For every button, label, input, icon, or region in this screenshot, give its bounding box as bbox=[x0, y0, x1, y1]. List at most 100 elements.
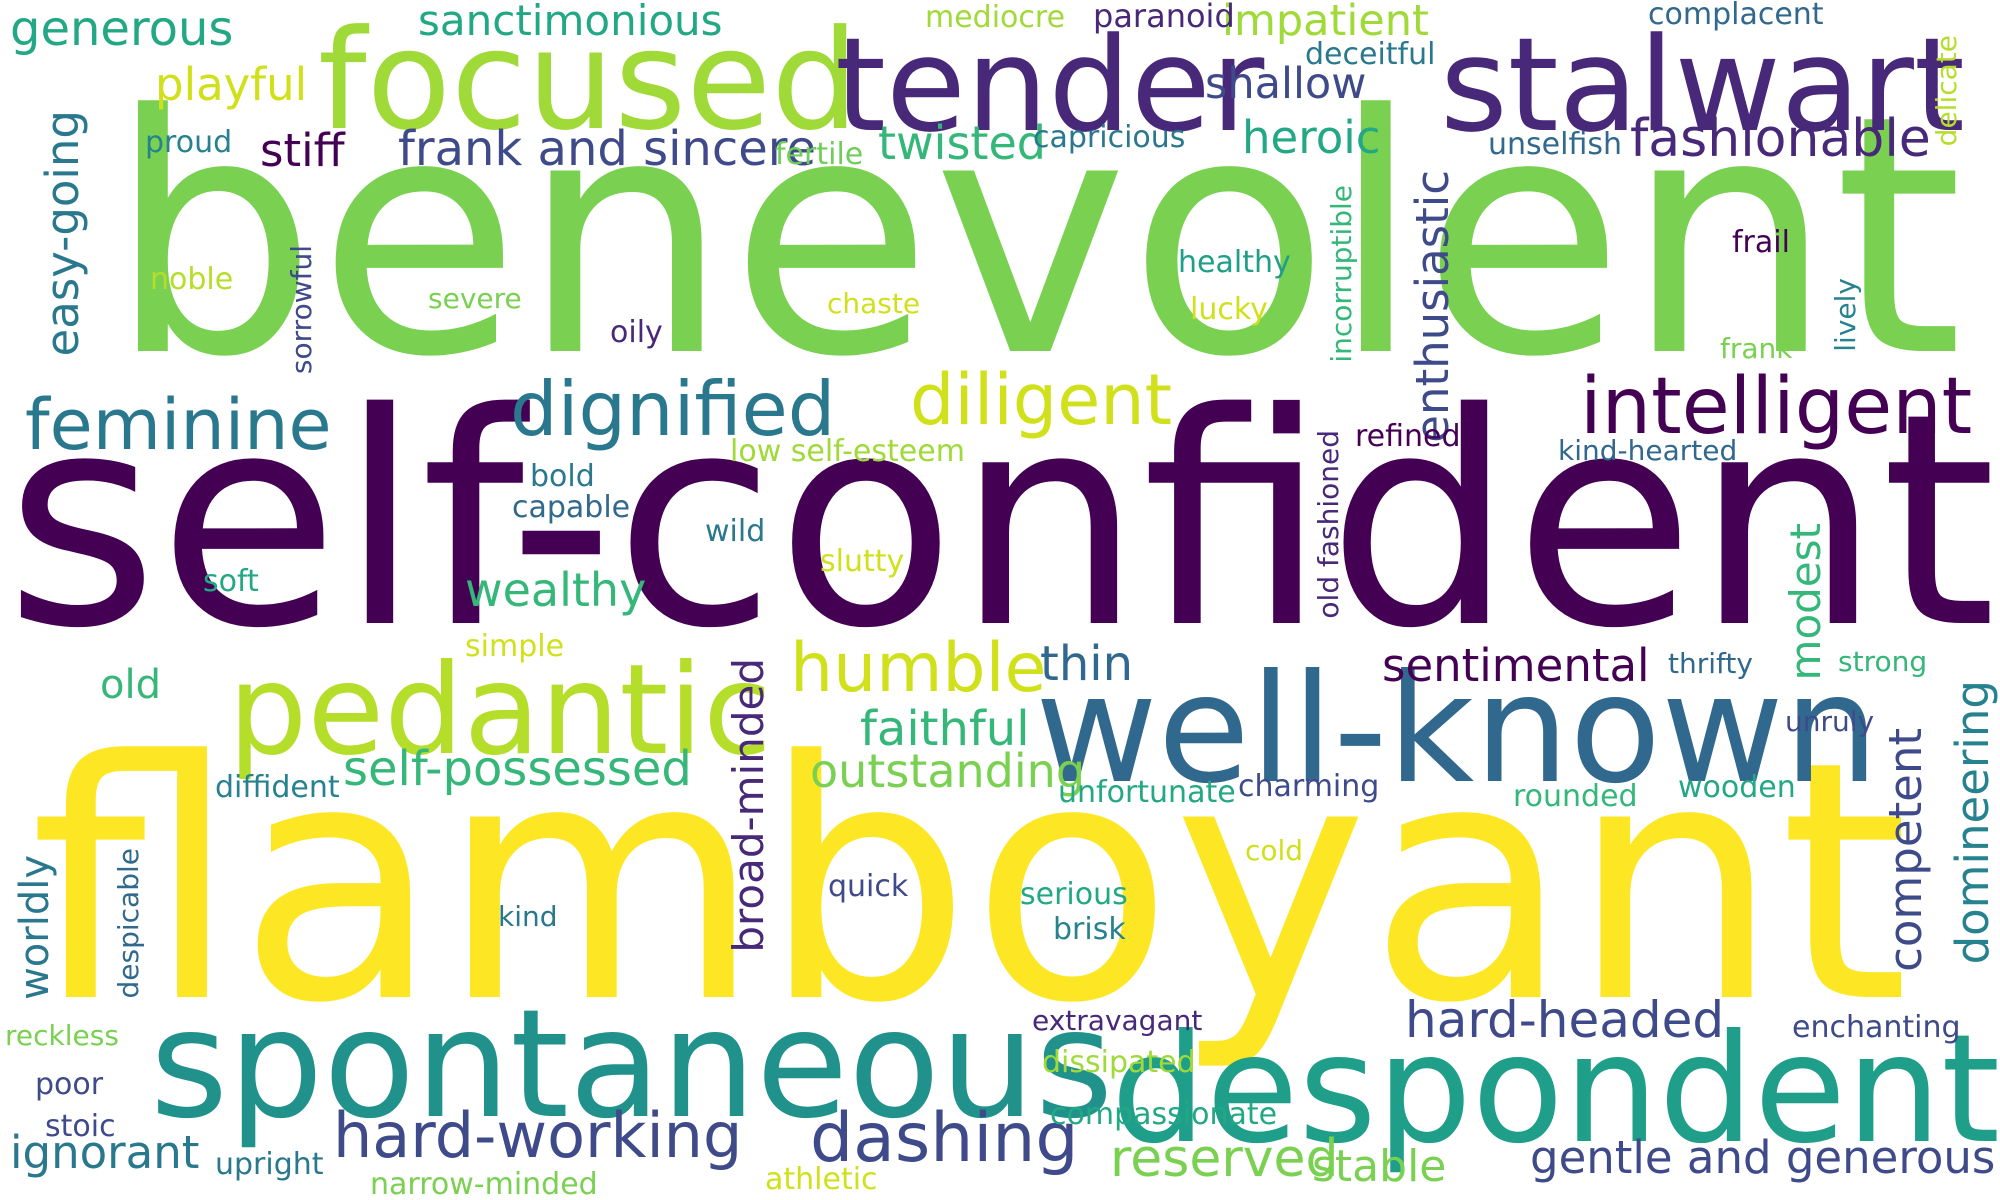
word-reckless: reckless bbox=[5, 1019, 119, 1052]
word-lucky: lucky bbox=[1190, 292, 1268, 327]
word-faithful: faithful bbox=[860, 701, 1030, 757]
word-athletic: athletic bbox=[765, 1162, 878, 1197]
word-capricious: capricious bbox=[1033, 120, 1186, 155]
word-upright: upright bbox=[215, 1147, 324, 1182]
word-chaste: chaste bbox=[827, 287, 921, 320]
word-flamboyant: flamboyant bbox=[30, 691, 1909, 1075]
word-enthusiastic: enthusiastic bbox=[1406, 170, 1459, 443]
word-diffident: diffident bbox=[215, 770, 340, 805]
word-spontaneous: spontaneous bbox=[150, 978, 1114, 1152]
word-focused: focused bbox=[318, 0, 859, 161]
word-thrifty: thrifty bbox=[1668, 647, 1753, 680]
word-compassionate: compassionate bbox=[1050, 1097, 1278, 1132]
word-dissipated: dissipated bbox=[1042, 1045, 1196, 1080]
word-wooden: wooden bbox=[1678, 770, 1796, 805]
word-gentle-and-generous: gentle and generous bbox=[1530, 1131, 1996, 1184]
word-frank-and-sincere: frank and sincere bbox=[398, 121, 816, 177]
word-hard-headed: hard-headed bbox=[1405, 991, 1725, 1049]
word-broad-minded: broad-minded bbox=[724, 658, 773, 953]
word-worldly: worldly bbox=[12, 855, 58, 1000]
word-hard-working: hard-working bbox=[333, 1099, 743, 1172]
word-sorrowful: sorrowful bbox=[285, 245, 318, 375]
word-low-self-esteem: low self-esteem bbox=[730, 434, 965, 469]
word-stiff: stiff bbox=[260, 124, 345, 177]
word-unselfish: unselfish bbox=[1488, 127, 1622, 162]
word-charming: charming bbox=[1238, 769, 1380, 804]
word-heroic: heroic bbox=[1242, 111, 1381, 164]
word-modest: modest bbox=[1781, 523, 1830, 681]
word-despondent: despondent bbox=[1111, 1003, 2000, 1177]
word-diligent: diligent bbox=[910, 359, 1173, 441]
word-stoic: stoic bbox=[45, 1109, 116, 1144]
word-incorruptible: incorruptible bbox=[1325, 185, 1358, 363]
word-fashionable: fashionable bbox=[1630, 109, 1931, 169]
word-playful: playful bbox=[155, 58, 308, 111]
word-humble: humble bbox=[790, 629, 1047, 708]
word-pedantic: pedantic bbox=[228, 638, 772, 783]
word-kind: kind bbox=[498, 900, 558, 933]
word-unruly: unruly bbox=[1785, 705, 1875, 738]
word-soft: soft bbox=[203, 564, 259, 599]
word-narrow-minded: narrow-minded bbox=[370, 1167, 598, 1200]
word-proud: proud bbox=[145, 125, 233, 160]
word-delicate: delicate bbox=[1930, 35, 1963, 147]
word-cold: cold bbox=[1245, 834, 1304, 867]
word-tender: tender bbox=[835, 9, 1265, 161]
word-easy-going: easy-going bbox=[36, 110, 89, 357]
word-dashing: dashing bbox=[810, 1099, 1079, 1178]
word-oily: oily bbox=[610, 315, 663, 350]
word-complacent: complacent bbox=[1648, 0, 1824, 32]
word-dignified: dignified bbox=[510, 365, 836, 453]
word-intelligent: intelligent bbox=[1580, 362, 1973, 452]
word-strong: strong bbox=[1838, 645, 1928, 678]
word-sanctimonious: sanctimonious bbox=[418, 0, 723, 45]
word-thin: thin bbox=[1040, 636, 1133, 692]
word-lively: lively bbox=[1829, 278, 1862, 352]
word-feminine: feminine bbox=[25, 384, 332, 466]
word-wealthy: wealthy bbox=[465, 563, 647, 617]
word-competent: competent bbox=[1879, 728, 1932, 972]
word-wild: wild bbox=[705, 514, 766, 549]
word-benevolent: benevolent bbox=[108, 45, 1964, 429]
word-capable: capable bbox=[512, 490, 631, 525]
word-ignorant: ignorant bbox=[10, 1126, 200, 1179]
word-mediocre: mediocre bbox=[925, 0, 1066, 35]
word-simple: simple bbox=[465, 629, 565, 664]
word-reserved: reserved bbox=[1110, 1129, 1339, 1189]
word-extravagant: extravagant bbox=[1032, 1004, 1203, 1037]
word-bold: bold bbox=[530, 459, 595, 494]
word-despicable: despicable bbox=[112, 848, 145, 999]
word-fertile: fertile bbox=[775, 137, 864, 172]
word-serious: serious bbox=[1020, 877, 1128, 912]
word-poor: poor bbox=[35, 1067, 104, 1102]
word-self-confident: self-confident bbox=[5, 351, 1997, 693]
word-impatient: impatient bbox=[1222, 0, 1429, 46]
word-rounded: rounded bbox=[1513, 779, 1638, 814]
word-outstanding: outstanding bbox=[810, 744, 1086, 798]
word-kind-hearted: kind-hearted bbox=[1558, 434, 1738, 467]
word-frail: frail bbox=[1732, 225, 1790, 260]
word-healthy: healthy bbox=[1178, 245, 1291, 280]
word-domineering: domineering bbox=[1946, 680, 1999, 965]
word-enchanting: enchanting bbox=[1792, 1010, 1961, 1045]
word-shallow: shallow bbox=[1205, 59, 1367, 109]
word-frank: frank bbox=[1720, 332, 1793, 365]
word-refined: refined bbox=[1355, 419, 1461, 454]
word-well-known: well-known bbox=[1035, 643, 1879, 817]
word-noble: noble bbox=[150, 262, 234, 297]
word-brisk: brisk bbox=[1053, 912, 1126, 947]
word-unfortunate: unfortunate bbox=[1058, 775, 1236, 810]
word-stable: stable bbox=[1312, 1141, 1447, 1192]
word-generous: generous bbox=[10, 1, 234, 57]
word-sentimental: sentimental bbox=[1382, 639, 1650, 692]
word-deceitful: deceitful bbox=[1305, 37, 1436, 72]
word-severe: severe bbox=[428, 282, 522, 315]
word-paranoid: paranoid bbox=[1093, 0, 1235, 35]
word-old-fashioned: old fashioned bbox=[1312, 430, 1345, 619]
word-quick: quick bbox=[828, 869, 909, 904]
word-old: old bbox=[100, 662, 161, 708]
word-slutty: slutty bbox=[820, 544, 905, 579]
word-stalwart: stalwart bbox=[1440, 9, 1965, 161]
word-self-possessed: self-possessed bbox=[343, 741, 692, 797]
